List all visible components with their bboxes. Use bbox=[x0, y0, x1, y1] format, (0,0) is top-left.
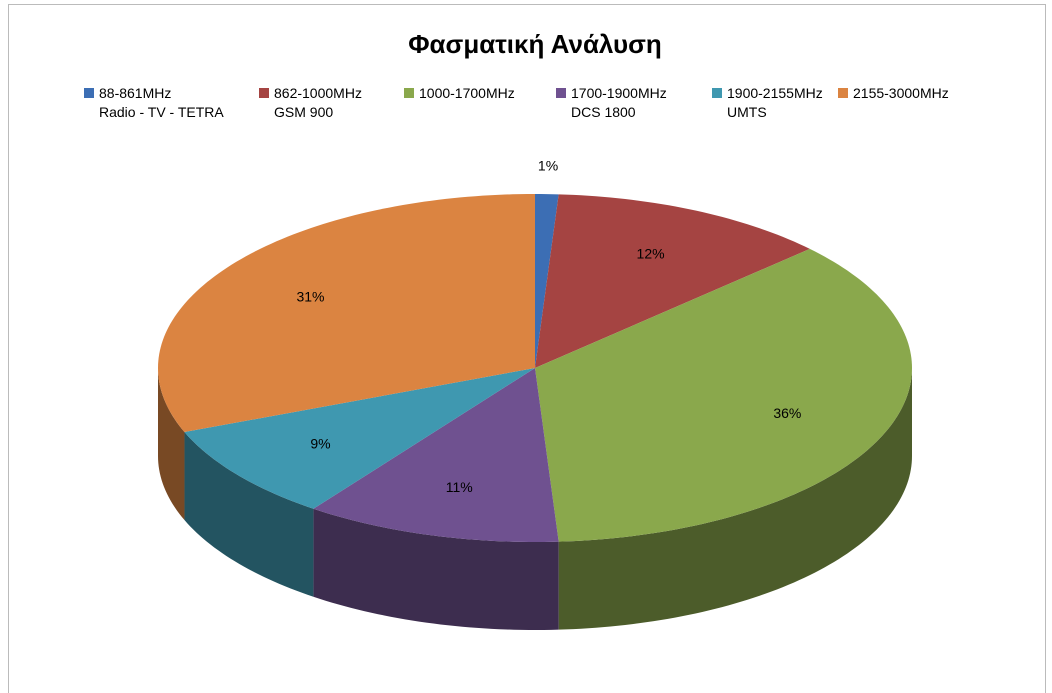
legend-label: 1900-2155MHz UMTS bbox=[727, 85, 823, 120]
data-label: 12% bbox=[637, 245, 665, 261]
legend-entry: 1000-1700MHz bbox=[404, 84, 515, 103]
slice-side bbox=[184, 432, 314, 597]
legend-label: 1000-1700MHz bbox=[419, 85, 515, 101]
data-label: 9% bbox=[310, 435, 330, 451]
slice-side bbox=[313, 508, 559, 630]
slice bbox=[535, 248, 912, 542]
legend-swatch bbox=[556, 88, 566, 98]
legend-swatch bbox=[712, 88, 722, 98]
legend-swatch bbox=[838, 88, 848, 98]
slice bbox=[535, 194, 559, 368]
legend-swatch bbox=[84, 88, 94, 98]
slice bbox=[184, 368, 536, 509]
data-label: 36% bbox=[773, 405, 801, 421]
legend-entry: 2155-3000MHz bbox=[838, 84, 949, 103]
legend-entry: 1700-1900MHz DCS 1800 bbox=[556, 84, 667, 122]
legend-swatch bbox=[404, 88, 414, 98]
slice bbox=[158, 194, 536, 433]
legend-label: 2155-3000MHz bbox=[853, 85, 949, 101]
legend-entry: 1900-2155MHz UMTS bbox=[712, 84, 823, 122]
slice-side bbox=[158, 368, 185, 521]
slice bbox=[535, 194, 810, 368]
legend-label: 862-1000MHz GSM 900 bbox=[274, 85, 362, 120]
legend-swatch bbox=[259, 88, 269, 98]
slice bbox=[313, 368, 559, 542]
chart-title: Φασματική Ανάλυση bbox=[408, 29, 662, 59]
legend-label: 1700-1900MHz DCS 1800 bbox=[571, 85, 667, 120]
slice-side bbox=[558, 368, 912, 630]
legend-entry: 88-861MHz Radio - TV - TETRA bbox=[84, 84, 224, 122]
data-label: 11% bbox=[446, 479, 473, 495]
data-label: 1% bbox=[538, 157, 558, 173]
legend-entry: 862-1000MHz GSM 900 bbox=[259, 84, 362, 122]
legend-label: 88-861MHz Radio - TV - TETRA bbox=[99, 85, 224, 120]
data-label: 31% bbox=[296, 288, 324, 304]
